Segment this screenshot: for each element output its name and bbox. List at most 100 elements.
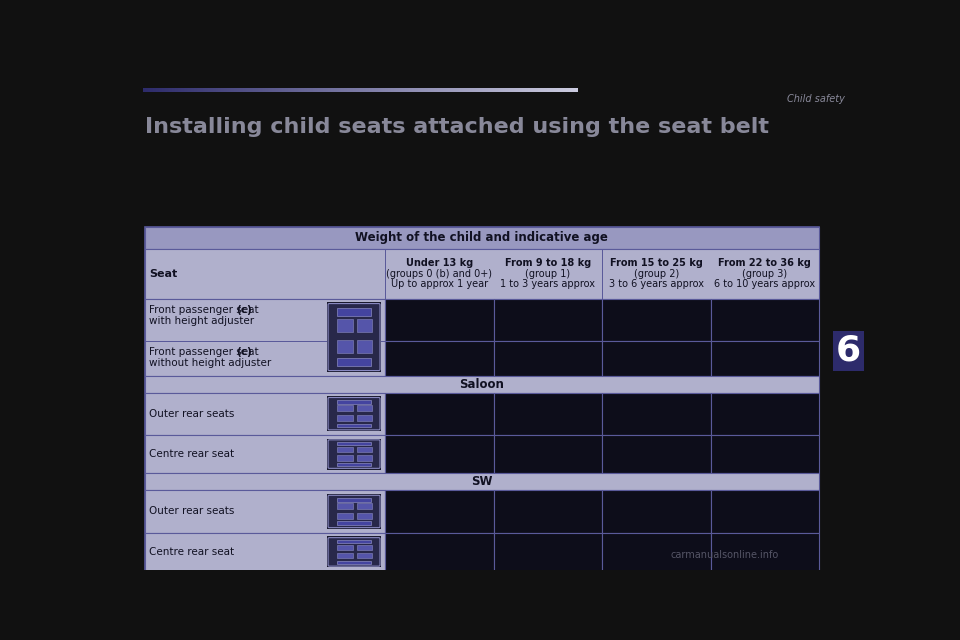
- Bar: [389, 88, 391, 92]
- Bar: [274, 88, 276, 92]
- Bar: [602, 341, 710, 376]
- Text: Weight of the child and indicative age: Weight of the child and indicative age: [355, 231, 609, 244]
- Bar: [265, 88, 267, 92]
- Bar: [254, 88, 256, 92]
- Bar: [337, 424, 372, 427]
- Bar: [359, 88, 361, 92]
- Text: (group 2): (group 2): [634, 269, 679, 278]
- Bar: [511, 88, 513, 92]
- Bar: [506, 88, 508, 92]
- Bar: [565, 88, 567, 92]
- Bar: [366, 88, 368, 92]
- Bar: [214, 88, 216, 92]
- Bar: [434, 88, 436, 92]
- Bar: [166, 88, 168, 92]
- Bar: [178, 88, 180, 92]
- Bar: [289, 88, 291, 92]
- Bar: [145, 532, 385, 571]
- Bar: [473, 88, 475, 92]
- Bar: [350, 88, 352, 92]
- Bar: [337, 513, 352, 519]
- Bar: [342, 88, 344, 92]
- Bar: [448, 88, 450, 92]
- Bar: [491, 88, 492, 92]
- Bar: [548, 88, 550, 92]
- Text: From 22 to 36 kg: From 22 to 36 kg: [718, 258, 811, 268]
- Bar: [286, 88, 288, 92]
- Bar: [337, 503, 352, 509]
- Bar: [493, 341, 602, 376]
- Bar: [372, 88, 373, 92]
- Bar: [337, 456, 352, 461]
- Bar: [253, 88, 255, 92]
- Bar: [356, 553, 372, 559]
- Bar: [356, 545, 372, 550]
- Bar: [314, 88, 316, 92]
- Bar: [568, 88, 570, 92]
- Bar: [348, 88, 349, 92]
- Bar: [276, 88, 278, 92]
- Bar: [353, 88, 355, 92]
- Bar: [189, 88, 191, 92]
- Bar: [380, 88, 382, 92]
- Bar: [327, 303, 381, 372]
- Bar: [437, 88, 439, 92]
- Bar: [379, 88, 381, 92]
- Bar: [574, 88, 576, 92]
- Bar: [337, 405, 352, 412]
- Bar: [409, 88, 411, 92]
- Bar: [327, 396, 381, 431]
- Bar: [356, 88, 358, 92]
- Bar: [239, 88, 241, 92]
- Bar: [494, 88, 496, 92]
- Bar: [337, 442, 372, 445]
- Bar: [148, 88, 150, 92]
- Bar: [468, 88, 469, 92]
- Bar: [550, 88, 552, 92]
- Bar: [188, 88, 190, 92]
- Bar: [385, 532, 493, 571]
- Bar: [360, 88, 362, 92]
- Bar: [540, 88, 541, 92]
- Bar: [385, 298, 493, 341]
- Bar: [492, 88, 493, 92]
- Bar: [185, 88, 187, 92]
- Bar: [330, 88, 332, 92]
- Bar: [356, 415, 372, 421]
- Bar: [237, 88, 239, 92]
- Bar: [328, 88, 330, 92]
- Bar: [337, 498, 372, 502]
- Bar: [396, 88, 398, 92]
- Bar: [392, 88, 394, 92]
- Bar: [527, 88, 528, 92]
- Bar: [576, 88, 578, 92]
- Bar: [145, 490, 385, 532]
- Bar: [149, 88, 151, 92]
- Text: (group 1): (group 1): [525, 269, 570, 278]
- Bar: [228, 88, 229, 92]
- Bar: [165, 88, 167, 92]
- Bar: [325, 88, 327, 92]
- Bar: [382, 88, 384, 92]
- Bar: [362, 88, 364, 92]
- FancyBboxPatch shape: [328, 538, 380, 566]
- Bar: [233, 88, 235, 92]
- Bar: [424, 88, 425, 92]
- Bar: [356, 503, 372, 509]
- Bar: [145, 392, 385, 435]
- Bar: [710, 490, 819, 532]
- Bar: [519, 88, 521, 92]
- Bar: [530, 88, 531, 92]
- Bar: [168, 88, 170, 92]
- Bar: [337, 522, 372, 525]
- FancyBboxPatch shape: [328, 397, 380, 430]
- Bar: [422, 88, 424, 92]
- Bar: [425, 88, 427, 92]
- Bar: [177, 88, 179, 92]
- Bar: [356, 319, 372, 332]
- Bar: [462, 88, 464, 92]
- Bar: [231, 88, 233, 92]
- Bar: [493, 392, 602, 435]
- Bar: [489, 88, 491, 92]
- Bar: [485, 88, 487, 92]
